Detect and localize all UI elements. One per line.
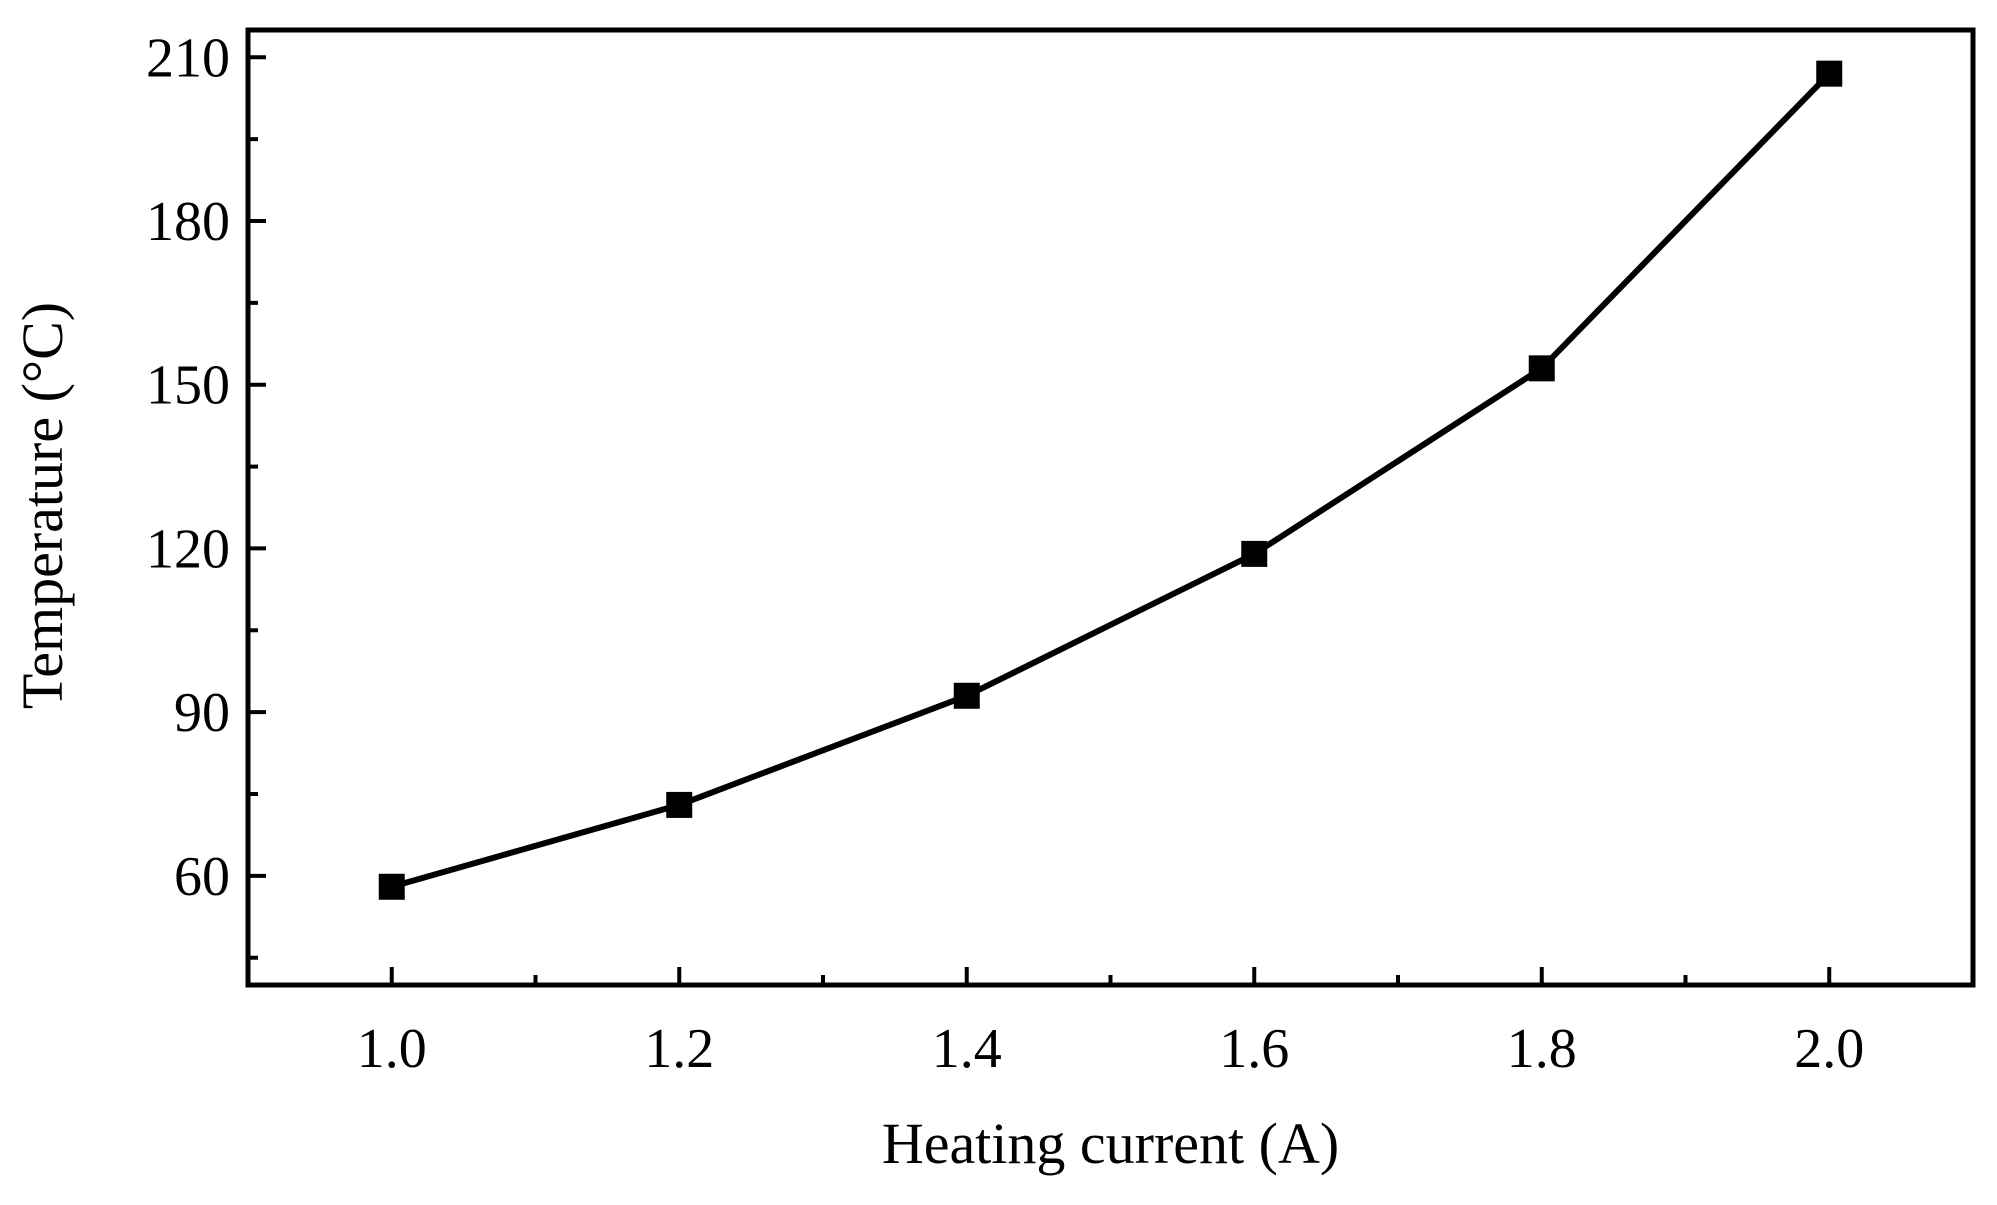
data-point-marker — [666, 791, 693, 818]
data-point-marker — [1528, 355, 1555, 382]
y-tick-label: 180 — [146, 191, 230, 253]
data-point-marker — [1816, 60, 1843, 87]
axes-layer — [245, 27, 1976, 988]
y-tick-label: 210 — [146, 27, 230, 89]
x-axis-label: Heating current (A) — [882, 1111, 1339, 1176]
y-tick-label: 150 — [146, 355, 230, 417]
y-tick-label: 60 — [174, 846, 230, 908]
x-tick-label: 1.6 — [1219, 1018, 1289, 1080]
x-tick-label: 1.2 — [644, 1018, 714, 1080]
x-tick-label: 1.8 — [1507, 1018, 1577, 1080]
x-tick-label: 1.0 — [357, 1018, 427, 1080]
data-point-marker — [378, 873, 405, 900]
x-tick-label: 2.0 — [1794, 1018, 1864, 1080]
data-point-marker — [953, 682, 980, 709]
series-line — [390, 71, 1832, 890]
ticks-layer: 1.0 1.2 1.4 1.6 1.8 2.0 60 90 120 150 180 210 — [146, 27, 1864, 1080]
series-line-layer — [390, 71, 1832, 890]
data-point-marker — [1241, 540, 1268, 567]
data-point-layer — [378, 60, 1843, 900]
x-tick-label: 1.4 — [932, 1018, 1002, 1080]
y-tick-label: 90 — [174, 682, 230, 744]
y-tick-label: 120 — [146, 518, 230, 580]
plot-frame — [245, 27, 1976, 988]
y-axis-label: Temperature (°C) — [10, 302, 75, 709]
